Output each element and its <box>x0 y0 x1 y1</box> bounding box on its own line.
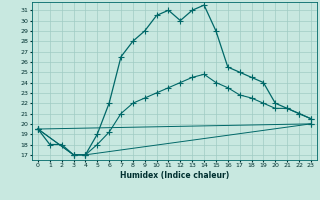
X-axis label: Humidex (Indice chaleur): Humidex (Indice chaleur) <box>120 171 229 180</box>
